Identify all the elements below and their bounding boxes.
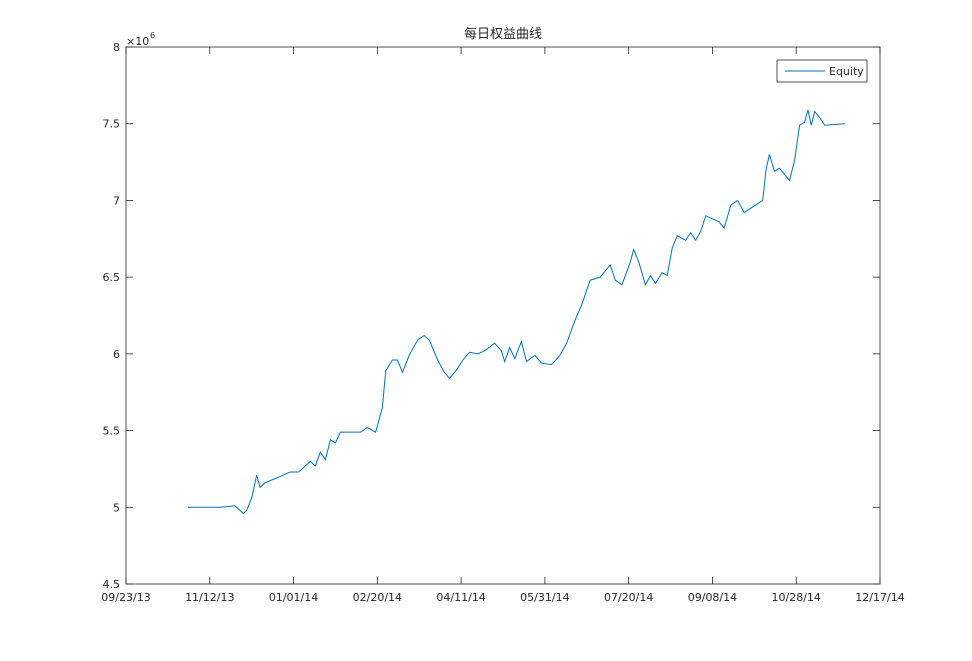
chart-title: 每日权益曲线 — [464, 26, 542, 42]
y-tick-label: 4.5 — [103, 578, 121, 591]
x-tick-label: 05/31/14 — [520, 591, 569, 604]
x-tick-label: 10/28/14 — [772, 591, 821, 604]
y-tick-label: 6.5 — [103, 271, 121, 284]
x-tick-label: 01/01/14 — [269, 591, 318, 604]
x-tick-label: 09/23/13 — [101, 591, 150, 604]
y-tick-label: 5 — [113, 501, 120, 514]
y-multiplier-power: 6 — [150, 31, 155, 40]
y-tick-label: 6 — [113, 348, 120, 361]
x-tick-label: 11/12/13 — [185, 591, 234, 604]
legend-label: Equity — [829, 65, 864, 78]
x-tick-label: 02/20/14 — [353, 591, 402, 604]
y-tick-label: 5.5 — [103, 425, 121, 438]
y-tick-label: 7 — [113, 194, 120, 207]
x-tick-label: 04/11/14 — [436, 591, 485, 604]
x-tick-label: 09/08/14 — [688, 591, 737, 604]
line-series — [188, 109, 845, 515]
x-tick-label: 07/20/14 — [604, 591, 653, 604]
y-tick-label: 8 — [113, 41, 120, 54]
plot-area — [125, 46, 881, 585]
y-multiplier: ×10 — [126, 35, 149, 48]
x-tick-label: 12/17/14 — [855, 591, 904, 604]
y-tick-label: 7.5 — [103, 118, 121, 131]
